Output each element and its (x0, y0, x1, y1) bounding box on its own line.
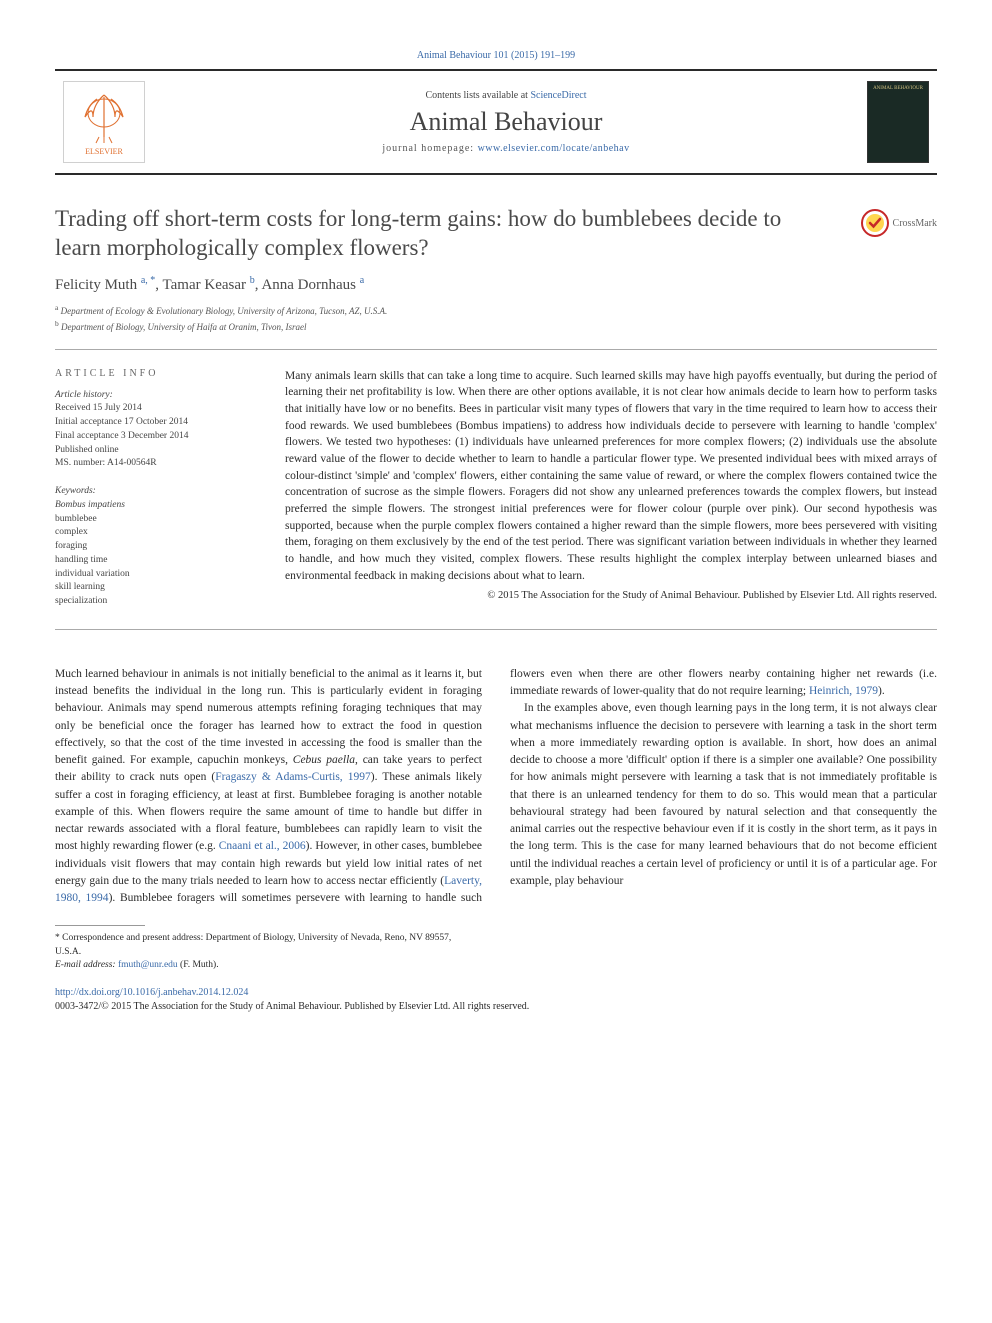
masthead-center: Contents lists available at ScienceDirec… (155, 90, 857, 154)
history-received: Received 15 July 2014 (55, 402, 255, 416)
footnotes-block: * Correspondence and present address: De… (55, 932, 465, 972)
sciencedirect-link[interactable]: ScienceDirect (530, 90, 586, 101)
crossmark-badge[interactable]: CrossMark (861, 209, 937, 237)
keyword-item: Bombus impatiens (55, 499, 255, 513)
journal-name: Animal Behaviour (155, 107, 857, 137)
homepage-label: journal homepage: (382, 143, 477, 154)
journal-ref-link[interactable]: Animal Behaviour 101 (2015) 191–199 (417, 50, 575, 61)
keyword-item: complex (55, 526, 255, 540)
contents-available-line: Contents lists available at ScienceDirec… (155, 90, 857, 101)
correspondence-footnote: * Correspondence and present address: De… (55, 932, 465, 959)
journal-homepage-link[interactable]: www.elsevier.com/locate/anbehav (478, 143, 630, 154)
abstract-text: Many animals learn skills that can take … (285, 368, 937, 585)
citation-link[interactable]: Cnaani et al., 2006 (219, 840, 306, 852)
footnote-divider (55, 925, 145, 926)
journal-cover-thumbnail[interactable]: ANIMAL BEHAVIOUR (867, 81, 929, 163)
corresponding-email-link[interactable]: fmuth@unr.edu (118, 960, 178, 970)
crossmark-label: CrossMark (893, 218, 937, 229)
keywords-list: Bombus impatiensbumblebeecomplexforaging… (55, 499, 255, 609)
citation-link[interactable]: Laverty, 1980, 1994 (55, 875, 482, 904)
history-initial-acceptance: Initial acceptance 17 October 2014 (55, 416, 255, 430)
keyword-item: specialization (55, 595, 255, 609)
keyword-item: handling time (55, 554, 255, 568)
history-ms-number: MS. number: A14-00564R (55, 457, 255, 471)
abstract-block: Many animals learn skills that can take … (285, 368, 937, 609)
divider (55, 629, 937, 630)
history-heading: Article history: (55, 389, 255, 403)
elsevier-tree-icon: ELSEVIER (69, 87, 139, 157)
crossmark-icon (861, 209, 889, 237)
keyword-item: skill learning (55, 581, 255, 595)
doi-block: http://dx.doi.org/10.1016/j.anbehav.2014… (55, 986, 937, 1014)
keyword-item: foraging (55, 540, 255, 554)
masthead: ELSEVIER Contents lists available at Sci… (55, 69, 937, 175)
citation-link[interactable]: Heinrich, 1979 (809, 685, 878, 697)
article-info-block: Article history: Received 15 July 2014 I… (55, 389, 255, 609)
authors-line: Felicity Muth a, *, Tamar Keasar b, Anna… (55, 275, 937, 294)
abstract-copyright: © 2015 The Association for the Study of … (285, 588, 937, 603)
body-paragraph-2: In the examples above, even though learn… (510, 700, 937, 890)
keywords-heading: Keywords: (55, 485, 255, 499)
history-final-acceptance: Final acceptance 3 December 2014 (55, 430, 255, 444)
affiliations-block: a Department of Ecology & Evolutionary B… (55, 302, 937, 335)
article-body: Much learned behaviour in animals is not… (55, 666, 937, 908)
email-label: E-mail address: (55, 960, 118, 970)
email-person: (F. Muth). (178, 960, 219, 970)
contents-prefix: Contents lists available at (425, 90, 530, 101)
journal-homepage-line: journal homepage: www.elsevier.com/locat… (155, 143, 857, 154)
affiliation-a: a Department of Ecology & Evolutionary B… (55, 302, 937, 319)
divider (55, 349, 937, 350)
publisher-name-text: ELSEVIER (85, 147, 123, 156)
article-title: Trading off short-term costs for long-te… (55, 205, 937, 263)
keyword-item: individual variation (55, 568, 255, 582)
citation-link[interactable]: Fragaszy & Adams-Curtis, 1997 (215, 771, 371, 783)
doi-link[interactable]: http://dx.doi.org/10.1016/j.anbehav.2014… (55, 987, 248, 998)
issn-copyright-line: 0003-3472/© 2015 The Association for the… (55, 1000, 937, 1014)
history-published: Published online (55, 444, 255, 458)
email-footnote: E-mail address: fmuth@unr.edu (F. Muth). (55, 959, 465, 972)
article-info-heading: article info (55, 368, 255, 379)
cover-title-text: ANIMAL BEHAVIOUR (873, 86, 923, 92)
journal-reference: Animal Behaviour 101 (2015) 191–199 (55, 50, 937, 61)
affiliation-b: b Department of Biology, University of H… (55, 318, 937, 335)
publisher-logo[interactable]: ELSEVIER (63, 81, 145, 163)
keyword-item: bumblebee (55, 513, 255, 527)
